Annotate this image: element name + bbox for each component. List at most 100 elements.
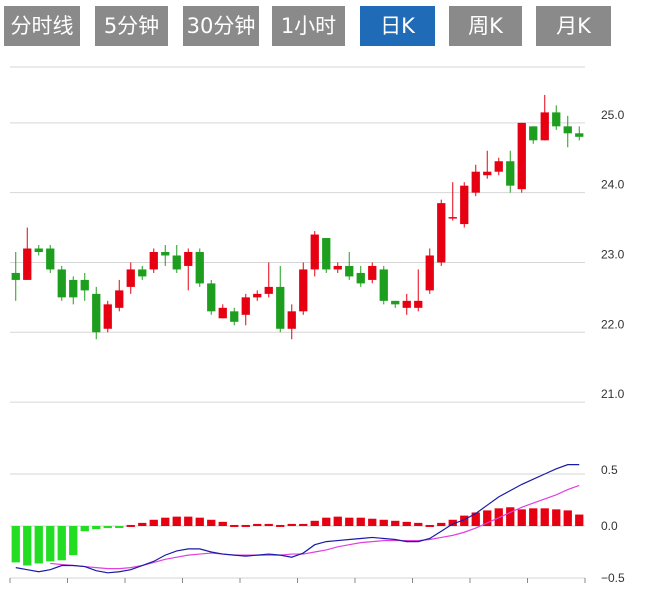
macd-tick-label: −0.5 — [601, 571, 625, 585]
y-tick-label: 21.0 — [601, 387, 625, 401]
tab-30min[interactable]: 30分钟 — [183, 6, 259, 46]
macd-bar — [552, 509, 561, 526]
candle-body — [149, 251, 158, 270]
candle — [448, 182, 457, 221]
candle — [333, 262, 342, 273]
macd-bar — [253, 523, 262, 526]
macd-bar — [483, 510, 492, 526]
candle — [149, 248, 158, 273]
macd-bar — [563, 510, 572, 526]
candle — [218, 304, 227, 319]
candle — [115, 279, 124, 312]
candle — [161, 245, 170, 266]
candle — [414, 269, 423, 312]
macd-axis-labels: 0.5 0.0 −0.5 — [601, 463, 625, 585]
candle-body — [92, 293, 101, 333]
candle — [69, 276, 78, 305]
macd-bar — [391, 520, 400, 526]
tab-monthly-k[interactable]: 月K — [536, 6, 611, 46]
macd-bar — [471, 512, 480, 526]
candle — [437, 199, 446, 266]
y-tick-label: 22.0 — [601, 317, 625, 331]
candle — [126, 262, 135, 294]
candle — [540, 94, 549, 141]
candle-body — [333, 265, 342, 270]
candle — [506, 150, 515, 193]
macd-bar — [184, 516, 193, 526]
macd-bar — [69, 526, 78, 556]
candle — [529, 126, 538, 144]
candle — [195, 248, 204, 287]
candle — [241, 293, 250, 326]
macd-bar — [414, 522, 423, 526]
candle — [207, 279, 216, 315]
candle-body — [195, 251, 204, 284]
macd-bar — [575, 514, 584, 526]
tab-5min[interactable]: 5分钟 — [95, 6, 168, 46]
macd-bar — [345, 517, 354, 526]
candle-body — [540, 112, 549, 141]
candle — [356, 265, 365, 287]
candle-body — [207, 283, 216, 312]
macd-bar — [402, 521, 411, 526]
macd-bar — [34, 526, 43, 564]
candle-body — [299, 269, 308, 312]
candle-body — [345, 265, 354, 277]
dea-line — [50, 484, 580, 570]
period-tabs: 分时线 5分钟 30分钟 1小时 日K 周K 月K — [0, 0, 648, 56]
macd-bar — [506, 507, 515, 526]
candle-body — [11, 272, 20, 280]
candlestick-series — [11, 94, 584, 340]
macd-bar — [310, 520, 319, 526]
dif-line — [15, 464, 580, 574]
candle-body — [184, 251, 193, 266]
candle-body — [483, 171, 492, 176]
candle-body — [57, 269, 66, 298]
candle — [103, 300, 112, 333]
y-tick-label: 25.0 — [601, 108, 625, 122]
candle-body — [34, 248, 43, 252]
candle — [287, 304, 296, 340]
macd-histogram — [11, 507, 584, 566]
tab-1hour[interactable]: 1小时 — [272, 6, 345, 46]
macd-bar — [92, 526, 101, 530]
candle-body — [276, 286, 285, 329]
macd-bar — [46, 526, 55, 562]
tab-timeshare[interactable]: 分时线 — [4, 6, 80, 46]
candle-body — [80, 279, 89, 291]
macd-bar — [103, 526, 112, 529]
macd-bar — [322, 517, 331, 526]
macd-bar — [195, 517, 204, 526]
candle-body — [494, 161, 503, 172]
candle-body — [529, 126, 538, 141]
candle — [46, 245, 55, 273]
macd-tick-label: 0.0 — [601, 519, 618, 533]
macd-bar — [138, 522, 147, 526]
price-axis-labels: 25.0 24.0 23.0 22.0 21.0 — [601, 108, 625, 401]
y-tick-label: 23.0 — [601, 247, 625, 261]
tab-daily-k[interactable]: 日K — [360, 6, 435, 46]
candle — [34, 245, 43, 256]
candle — [379, 265, 388, 305]
tab-weekly-k[interactable]: 周K — [449, 6, 522, 46]
candle — [471, 164, 480, 197]
macd-tick-label: 0.5 — [601, 463, 618, 477]
candle-body — [448, 217, 457, 219]
candle — [230, 307, 239, 326]
y-tick-label: 24.0 — [601, 178, 625, 192]
candle — [322, 238, 331, 273]
candle-body — [46, 248, 55, 270]
candle-body — [379, 269, 388, 301]
macd-bar — [11, 526, 20, 563]
macd-bar — [241, 524, 250, 527]
macd-bar — [356, 517, 365, 526]
candle-body — [563, 126, 572, 134]
candle — [299, 262, 308, 315]
candle — [23, 227, 32, 280]
candle-body — [241, 297, 250, 315]
candle — [425, 248, 434, 294]
macd-bar — [230, 524, 239, 527]
macd-bar — [540, 508, 549, 526]
candle-body — [218, 307, 227, 319]
